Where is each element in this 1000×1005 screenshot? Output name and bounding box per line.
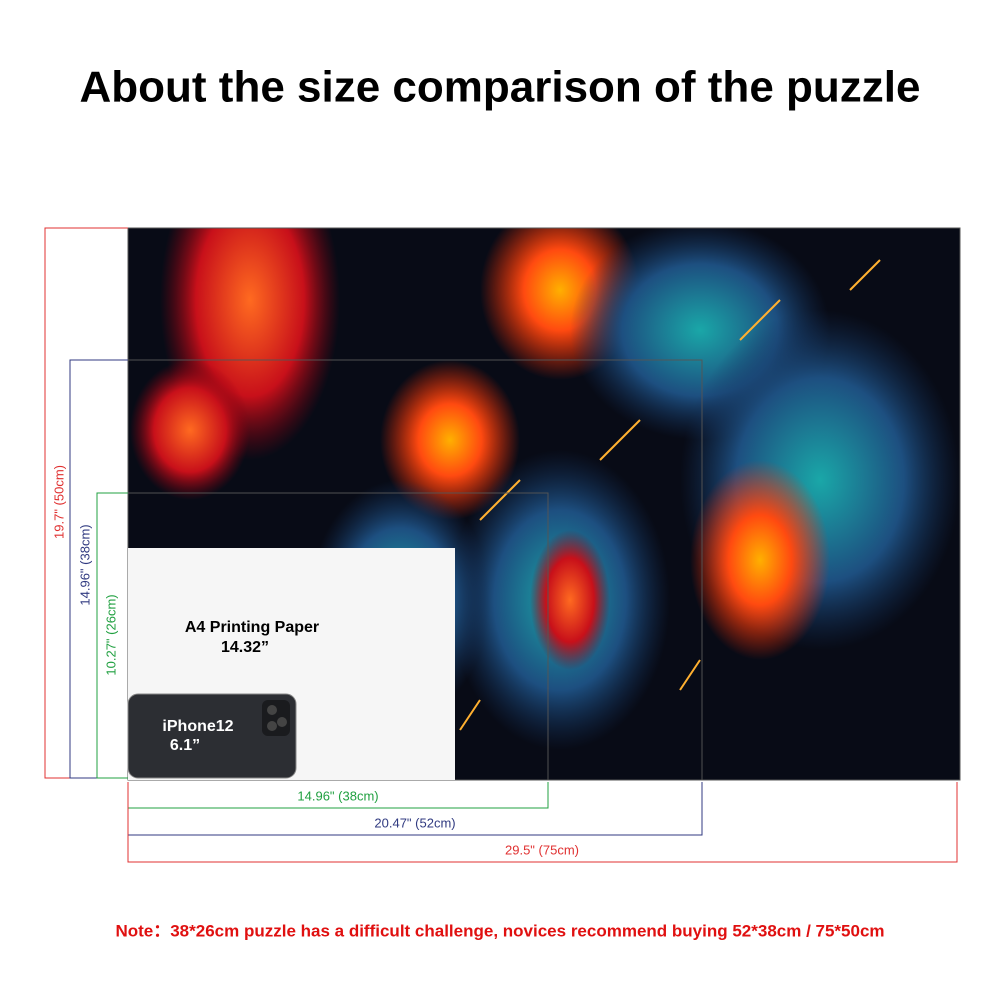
- height-label: 19.7" (50cm): [51, 465, 66, 539]
- title: About the size comparison of the puzzle: [80, 63, 921, 112]
- width-line: [127, 782, 958, 863]
- height-label: 10.27" (26cm): [103, 594, 118, 675]
- phone-label: iPhone12: [162, 718, 233, 735]
- width-label: 29.5" (75cm): [505, 842, 579, 857]
- paper-size: 14.32”: [221, 639, 269, 656]
- camera: [262, 700, 290, 736]
- width-label: 14.96" (38cm): [297, 788, 378, 803]
- phone-size: 6.1”: [170, 737, 200, 754]
- height-line: [96, 492, 128, 779]
- height-label: 14.96" (38cm): [77, 524, 92, 605]
- note: Note：38*26cm puzzle has a difficult chal…: [115, 921, 884, 940]
- paper-label: A4 Printing Paper: [185, 619, 319, 636]
- width-label: 20.47" (52cm): [374, 815, 455, 830]
- iphone: [127, 693, 297, 779]
